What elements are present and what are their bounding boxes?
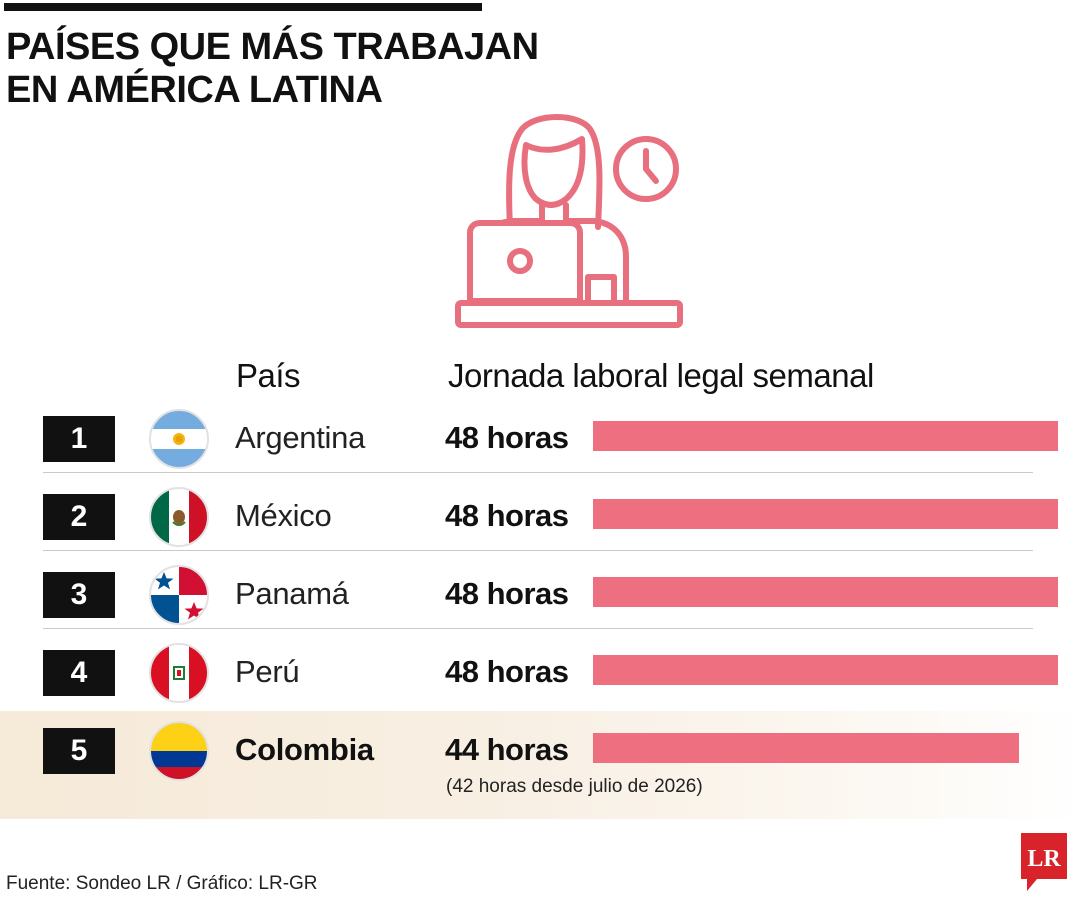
data-label: 48 horas [445,498,569,533]
row-divider [43,550,1033,551]
country-name: Argentina [235,420,366,455]
country-name: Panamá [235,576,349,611]
country-name: Colombia [235,732,374,767]
page-title: PAÍSES QUE MÁS TRABAJAN EN AMÉRICA LATIN… [6,26,566,112]
bar [593,655,1058,685]
bar [593,577,1058,607]
bar-track [593,733,1058,763]
bar [593,499,1058,529]
table-row: 2 México 48 horas [0,475,1080,553]
title-line-2: EN AMÉRICA LATINA [6,69,383,111]
bar-track [593,577,1058,607]
column-header-hours: Jornada laboral legal semanal [448,357,874,394]
table-row-highlighted: 5 Colombia 44 horas [0,709,1080,787]
annotation-note: (42 horas desde julio de 2026) [446,776,703,797]
table-row: 4 Perú 48 horas [0,631,1080,709]
lr-logo: LR [1021,833,1067,891]
logo-text: LR [1027,846,1061,872]
bar-track [593,655,1058,685]
mexico-flag-icon [148,486,210,548]
country-name: México [235,498,332,533]
woman-at-laptop-with-clock-icon [450,105,690,335]
row-divider [43,628,1033,629]
data-label: 48 horas [445,420,569,455]
bar-track [593,421,1058,451]
panama-flag-icon [148,564,210,626]
bar [593,733,1019,763]
rank-badge: 1 [43,416,115,462]
rank-badge: 3 [43,572,115,618]
peru-flag-icon [148,642,210,704]
argentina-flag-icon [148,408,210,470]
top-rule [4,3,482,11]
row-divider [43,472,1033,473]
data-label: 48 horas [445,654,569,689]
data-label: 44 horas [445,732,569,767]
bar [593,421,1058,451]
rank-badge: 5 [43,728,115,774]
country-name: Perú [235,654,300,689]
bar-track [593,499,1058,529]
table-row: 3 Panamá 48 horas [0,553,1080,631]
table-row: 1 Argentina 48 horas [0,397,1080,475]
source-credit: Fuente: Sondeo LR / Gráfico: LR-GR [6,873,318,894]
column-header-country: País [236,357,301,394]
rank-badge: 2 [43,494,115,540]
data-label: 48 horas [445,576,569,611]
rank-badge: 4 [43,650,115,696]
colombia-flag-icon [148,720,210,782]
title-line-1: PAÍSES QUE MÁS TRABAJAN [6,26,539,68]
